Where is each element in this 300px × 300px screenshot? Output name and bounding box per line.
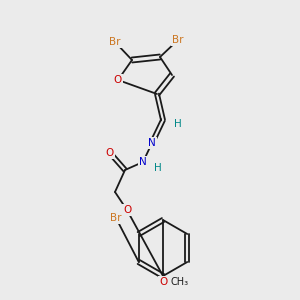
Text: N: N xyxy=(148,138,156,148)
Text: H: H xyxy=(154,163,162,173)
Text: O: O xyxy=(159,277,167,287)
Text: Br: Br xyxy=(109,37,121,47)
Text: O: O xyxy=(123,205,131,215)
Text: Br: Br xyxy=(172,35,184,45)
Text: O: O xyxy=(114,75,122,85)
Text: N: N xyxy=(139,157,147,167)
Text: O: O xyxy=(106,148,114,158)
Text: CH₃: CH₃ xyxy=(171,277,189,287)
Text: Br: Br xyxy=(110,213,122,223)
Text: H: H xyxy=(174,119,182,129)
